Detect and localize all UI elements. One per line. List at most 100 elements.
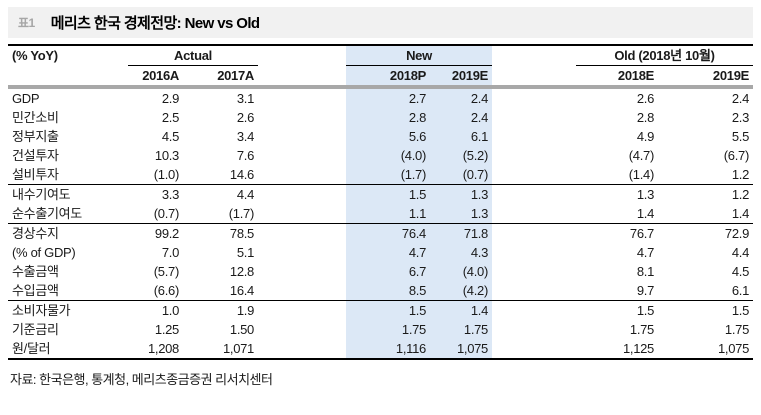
- value-cell: (1.7): [183, 204, 258, 224]
- spacer-cell: [258, 301, 346, 321]
- table-row: GDP 2.9 3.1 2.7 2.4 2.6 2.4: [8, 87, 753, 108]
- value-cell: 9.7: [576, 281, 658, 301]
- group-header-old: Old (2018년 10월): [576, 45, 754, 66]
- spacer-cell: [258, 339, 346, 359]
- spacer-cell: [492, 127, 576, 146]
- spacer-cell: [258, 146, 346, 165]
- value-cell: 1.1: [346, 204, 430, 224]
- value-cell: 1.9: [236, 303, 254, 318]
- value-cell: 1.75: [430, 320, 492, 339]
- table-row: 내수기여도 3.3 4.4 1.5 1.3 1.3 1.2: [8, 184, 753, 204]
- spacer-cell: [258, 108, 346, 127]
- group-header-actual: Actual: [128, 45, 258, 66]
- row-label: 순수출기여도: [8, 204, 128, 224]
- value-cell: 1.25: [154, 322, 179, 337]
- value-cell: (5.2): [430, 146, 492, 165]
- value-cell: 4.4: [236, 187, 254, 202]
- value-cell: 1.3: [430, 204, 492, 224]
- spacer-cell: [492, 146, 576, 165]
- spacer-cell: [258, 243, 346, 262]
- value-cell: 76.7: [629, 226, 654, 241]
- value-cell: 1.4: [658, 204, 754, 224]
- value-cell: 6.1: [430, 127, 492, 146]
- value-cell: 78.5: [229, 226, 254, 241]
- table-body: GDP 2.9 3.1 2.7 2.4 2.6 2.4 민간소비 2.5 2.6 2.8 2.4 2.8…: [8, 87, 754, 359]
- value-cell: 1,075: [430, 339, 492, 359]
- value-cell: 2.8: [346, 108, 430, 127]
- table-row: 기준금리 1.25 1.50 1.75 1.75 1.75 1.75: [8, 320, 753, 339]
- spacer-cell: [492, 281, 576, 301]
- row-label: 설비투자: [8, 165, 128, 185]
- table-row: 순수출기여도 (0.7) (1.7) 1.1 1.3 1.4 1.4: [8, 204, 754, 224]
- table-row: 설비투자 (1.0) 14.6 (1.7) (0.7) (1.4) 1.2: [8, 165, 754, 185]
- value-cell: (6.7): [723, 148, 750, 163]
- value-cell: 1.50: [229, 322, 254, 337]
- spacer-cell: [492, 224, 576, 244]
- value-cell: 7.6: [236, 148, 254, 163]
- spacer-cell: [258, 262, 346, 281]
- table-row: 원/달러 1,208 1,071 1,116 1,075 1,125 1,075: [8, 339, 753, 359]
- spacer-cell: [258, 224, 346, 244]
- value-cell: 4.7: [636, 245, 654, 260]
- value-cell: 4.9: [636, 129, 654, 144]
- value-cell: 5.6: [346, 127, 430, 146]
- value-cell: 1,125: [622, 341, 654, 356]
- value-cell: 1.4: [576, 204, 658, 224]
- value-cell: (0.7): [128, 204, 183, 224]
- table-row: 건설투자 10.3 7.6 (4.0) (5.2) (4.7) (6.7): [8, 146, 753, 165]
- value-cell: 4.5: [731, 264, 750, 279]
- row-label: (% of GDP): [12, 245, 76, 260]
- value-cell: (4.7): [628, 148, 655, 163]
- value-cell: 2.6: [236, 110, 254, 125]
- value-cell: 5.5: [731, 129, 750, 144]
- spacer-cell: [258, 87, 346, 108]
- spacer-cell: [492, 262, 576, 281]
- value-cell: 1.5: [731, 303, 750, 318]
- row-label: 정부지출: [12, 129, 59, 144]
- value-cell: (1.7): [346, 165, 430, 185]
- report-table-block: 표1 메리츠 한국 경제전망: New vs Old (% YoY) Actua…: [8, 7, 754, 387]
- value-cell: (4.0): [430, 262, 492, 281]
- value-cell: 2.6: [636, 91, 654, 106]
- row-label: 수입금액: [8, 281, 128, 301]
- value-cell: 1.3: [430, 184, 492, 204]
- spacer-cell: [258, 45, 346, 66]
- table-row: 경상수지 99.2 78.5 76.4 71.8 76.7 72.9: [8, 223, 753, 244]
- value-cell: 1.75: [724, 322, 750, 337]
- value-cell: 2.5: [161, 110, 179, 125]
- source-note: 자료: 한국은행, 통계청, 메리츠종금증권 리서치센터: [10, 372, 273, 387]
- row-label: 건설투자: [12, 148, 59, 163]
- value-cell: 6.7: [346, 262, 430, 281]
- table-number-tag: 표1: [18, 16, 35, 30]
- spacer-cell: [258, 127, 346, 146]
- table-row: 정부지출 4.5 3.4 5.6 6.1 4.9 5.5: [8, 127, 753, 146]
- spacer-cell: [258, 165, 346, 185]
- row-label: 경상수지: [12, 226, 59, 241]
- value-cell: 1.5: [346, 300, 430, 320]
- spacer-cell: [258, 65, 346, 89]
- value-cell: (1.0): [128, 165, 183, 185]
- value-cell: 14.6: [183, 165, 258, 185]
- value-cell: 8.5: [346, 281, 430, 301]
- value-cell: 1.2: [658, 165, 754, 185]
- value-cell: 72.9: [724, 226, 750, 241]
- table-title: 메리츠 한국 경제전망: New vs Old: [50, 15, 260, 32]
- col-header-2019e-old: 2019E: [658, 65, 754, 89]
- value-cell: 1,116: [346, 339, 430, 359]
- value-cell: 8.1: [636, 264, 654, 279]
- value-cell: 1,075: [717, 341, 750, 356]
- row-label: 민간소비: [12, 110, 59, 125]
- value-cell: 3.3: [161, 187, 179, 202]
- value-cell: 1.2: [731, 187, 750, 202]
- group-header-row: (% YoY) Actual New Old (2018년 10월): [8, 45, 754, 66]
- table-title-bar: 표1 메리츠 한국 경제전망: New vs Old: [8, 7, 753, 38]
- table-row: (% of GDP) 7.0 5.1 4.7 4.3 4.7 4.4: [8, 243, 753, 262]
- value-cell: (0.7): [430, 165, 492, 185]
- value-cell: 1.3: [636, 187, 654, 202]
- spacer-cell: [258, 320, 346, 339]
- value-cell: 1.0: [161, 303, 179, 318]
- value-cell: 2.9: [161, 91, 179, 106]
- value-cell: 1.75: [346, 320, 430, 339]
- value-cell: 2.8: [636, 110, 654, 125]
- spacer-cell: [492, 320, 576, 339]
